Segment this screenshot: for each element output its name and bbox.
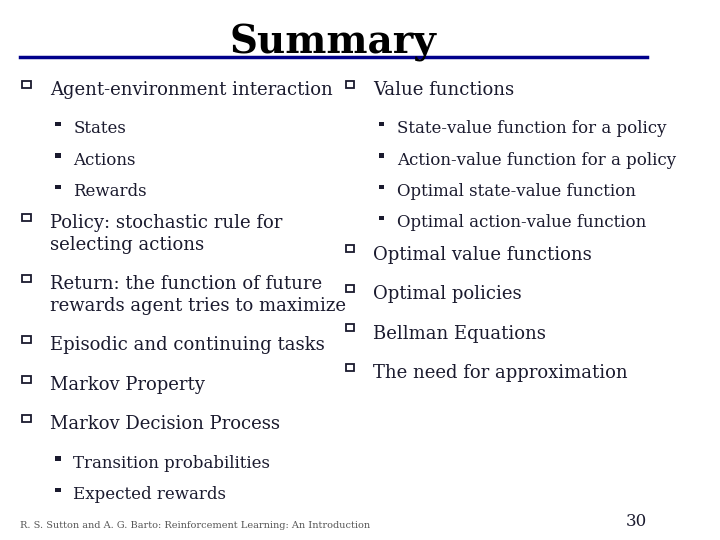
Bar [22, 275, 31, 282]
Bar [55, 185, 60, 189]
Bar [22, 376, 31, 383]
Text: Markov Decision Process: Markov Decision Process [50, 415, 280, 433]
Text: Markov Property: Markov Property [50, 376, 205, 394]
Bar [379, 122, 384, 126]
Text: Episodic and continuing tasks: Episodic and continuing tasks [50, 336, 325, 354]
Text: Optimal action-value function: Optimal action-value function [397, 214, 646, 231]
Text: Optimal value functions: Optimal value functions [374, 246, 592, 264]
Text: Actions: Actions [73, 152, 136, 168]
Text: Action-value function for a policy: Action-value function for a policy [397, 152, 676, 168]
Text: rewards agent tries to maximize: rewards agent tries to maximize [50, 297, 346, 315]
Bar [22, 214, 31, 221]
Text: Return: the function of future: Return: the function of future [50, 275, 322, 293]
Text: Value functions: Value functions [374, 81, 515, 99]
Bar [346, 246, 354, 253]
Text: States: States [73, 120, 126, 137]
Bar [346, 325, 354, 332]
Text: Bellman Equations: Bellman Equations [374, 325, 546, 342]
Text: Rewards: Rewards [73, 183, 147, 200]
Bar [22, 336, 31, 343]
Text: Transition probabilities: Transition probabilities [73, 455, 270, 471]
Text: State-value function for a policy: State-value function for a policy [397, 120, 666, 137]
Text: Optimal state-value function: Optimal state-value function [397, 183, 636, 200]
Text: 30: 30 [626, 514, 647, 530]
Bar [22, 415, 31, 422]
Text: Agent-environment interaction: Agent-environment interaction [50, 81, 333, 99]
Bar [379, 185, 384, 189]
Text: selecting actions: selecting actions [50, 236, 204, 254]
Text: Optimal policies: Optimal policies [374, 285, 522, 303]
Bar [22, 80, 31, 87]
Text: Summary: Summary [230, 24, 437, 62]
Bar [55, 122, 60, 126]
Text: Policy: stochastic rule for: Policy: stochastic rule for [50, 214, 282, 232]
Bar [379, 216, 384, 220]
Bar [346, 80, 354, 87]
Bar [55, 456, 60, 461]
Text: R. S. Sutton and A. G. Barto: Reinforcement Learning: An Introduction: R. S. Sutton and A. G. Barto: Reinforcem… [20, 521, 370, 530]
Bar [346, 285, 354, 292]
Bar [346, 364, 354, 371]
Text: The need for approximation: The need for approximation [374, 364, 628, 382]
Bar [55, 153, 60, 158]
Text: Expected rewards: Expected rewards [73, 486, 226, 503]
Bar [55, 488, 60, 492]
Bar [379, 153, 384, 158]
